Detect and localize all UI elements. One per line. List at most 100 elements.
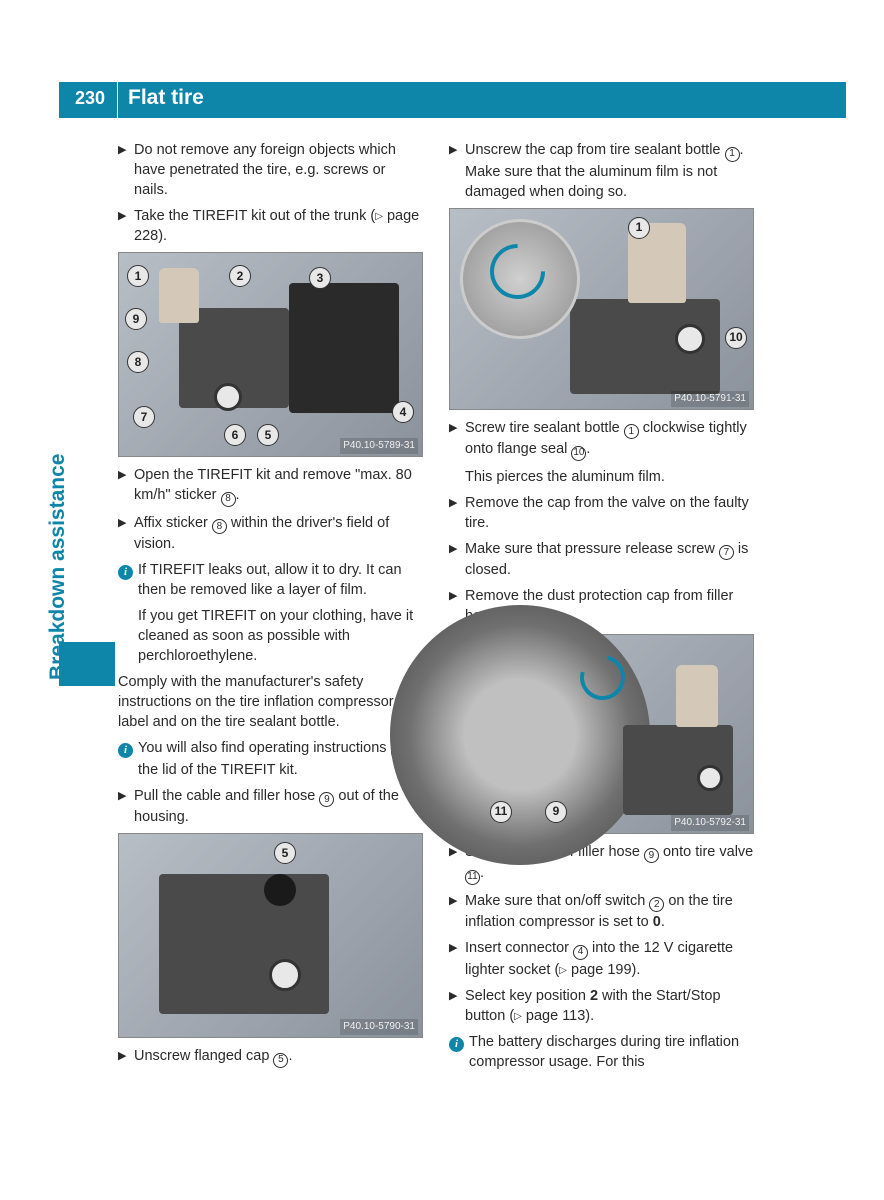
step-item: ▶ Open the TIREFIT kit and remove "max. … (118, 465, 423, 507)
ref-8: 8 (221, 492, 236, 507)
ref-9: 9 (319, 792, 334, 807)
info-icon-wrap: i (449, 1032, 469, 1072)
step-item: ▶ Unscrew flanged cap 5. (118, 1046, 423, 1068)
bullet-icon: ▶ (449, 986, 465, 1026)
ref-8: 8 (212, 519, 227, 534)
callout-8: 8 (127, 351, 149, 373)
right-column: ▶ Unscrew the cap from tire sealant bott… (449, 140, 754, 1078)
figure-caption: P40.10-5789-31 (340, 438, 418, 454)
figure-body (119, 834, 422, 1037)
step-text: Take the TIREFIT kit out of the trunk (▷… (134, 206, 423, 246)
header-divider (117, 82, 118, 118)
figure-hose-valve: 11 9 P40.10-5792-31 (449, 634, 754, 834)
step-text: Remove the cap from the valve on the fau… (465, 493, 754, 533)
figure-bottle-flange: 1 10 P40.10-5791-31 (449, 208, 754, 410)
step-item: ▶ Unscrew the cap from tire sealant bott… (449, 140, 754, 202)
step-text: Unscrew the cap from tire sealant bottle… (465, 140, 754, 202)
step-item: ▶ Affix sticker 8 within the driver's fi… (118, 513, 423, 555)
info-icon: i (118, 743, 133, 758)
figure-body (450, 209, 753, 409)
callout-1: 1 (628, 217, 650, 239)
step-item: ▶ Remove the cap from the valve on the f… (449, 493, 754, 533)
page-title: Flat tire (128, 86, 204, 110)
step-text: Do not remove any foreign objects which … (134, 140, 423, 200)
bullet-icon: ▶ (118, 786, 134, 828)
step-text: Pull the cable and filler hose 9 out of … (134, 786, 423, 828)
info-item: i You will also find operating instructi… (118, 738, 423, 780)
triangle-icon: ▷ (514, 1010, 522, 1024)
step-item: ▶ Do not remove any foreign objects whic… (118, 140, 423, 200)
ref-10: 10 (571, 446, 586, 461)
step-item: ▶ Take the TIREFIT kit out of the trunk … (118, 206, 423, 246)
info-text: The battery discharges during tire infla… (469, 1032, 754, 1072)
step-item: ▶ Make sure that pressure release screw … (449, 539, 754, 581)
bullet-icon: ▶ (118, 465, 134, 507)
step-text: Unscrew flanged cap 5. (134, 1046, 292, 1068)
callout-5: 5 (257, 424, 279, 446)
callout-4: 4 (392, 401, 414, 423)
step-text: Affix sticker 8 within the driver's fiel… (134, 513, 423, 555)
step-item: ▶ Make sure that on/off switch 2 on the … (449, 891, 754, 933)
step-text-cont: This pierces the aluminum film. (465, 467, 754, 487)
bullet-icon: ▶ (449, 140, 465, 202)
info-text: If TIREFIT leaks out, allow it to dry. I… (138, 560, 423, 600)
ref-7: 7 (719, 545, 734, 560)
step-text: Make sure that pressure release screw 7 … (465, 539, 754, 581)
step-text: Make sure that on/off switch 2 on the ti… (465, 891, 754, 933)
triangle-icon: ▷ (559, 964, 567, 978)
callout-10: 10 (725, 327, 747, 349)
callout-9: 9 (125, 308, 147, 330)
figure-caption: P40.10-5792-31 (671, 815, 749, 831)
step-text: Open the TIREFIT kit and remove "max. 80… (134, 465, 423, 507)
figure-caption: P40.10-5791-31 (671, 391, 749, 407)
step-item: ▶ Screw tire sealant bottle 1 clockwise … (449, 418, 754, 461)
bullet-icon: ▶ (449, 539, 465, 581)
ref-4: 4 (573, 945, 588, 960)
bullet-icon: ▶ (449, 493, 465, 533)
callout-2: 2 (229, 265, 251, 287)
bullet-icon: ▶ (449, 891, 465, 933)
figure-tirefit-kit: 1 2 3 4 5 6 7 8 9 P40.10-5789-31 (118, 252, 423, 457)
step-item: ▶ Select key position 2 with the Start/S… (449, 986, 754, 1026)
figure-caption: P40.10-5790-31 (340, 1019, 418, 1035)
bullet-icon: ▶ (118, 206, 134, 246)
step-text: Screw tire sealant bottle 1 clockwise ti… (465, 418, 754, 461)
callout-9: 9 (545, 801, 567, 823)
bullet-icon: ▶ (449, 938, 465, 980)
figure-compressor-cap: 5 P40.10-5790-31 (118, 833, 423, 1038)
step-text: Select key position 2 with the Start/Sto… (465, 986, 754, 1026)
ref-2: 2 (649, 897, 664, 912)
side-block (59, 642, 115, 686)
triangle-icon: ▷ (375, 210, 383, 224)
content-columns: ▶ Do not remove any foreign objects whic… (118, 140, 748, 1078)
info-icon-wrap: i (118, 560, 138, 600)
step-text: Insert connector 4 into the 12 V cigaret… (465, 938, 754, 980)
callout-11: 11 (490, 801, 512, 823)
callout-7: 7 (133, 406, 155, 428)
info-text: You will also find operating instruction… (138, 738, 423, 780)
bullet-icon: ▶ (118, 513, 134, 555)
callout-6: 6 (224, 424, 246, 446)
ref-1: 1 (624, 424, 639, 439)
bullet-icon: ▶ (118, 1046, 134, 1068)
ref-9: 9 (644, 848, 659, 863)
info-icon-wrap: i (118, 738, 138, 780)
callout-1: 1 (127, 265, 149, 287)
info-item: i If TIREFIT leaks out, allow it to dry.… (118, 560, 423, 600)
info-item: i The battery discharges during tire inf… (449, 1032, 754, 1072)
step-item: ▶ Insert connector 4 into the 12 V cigar… (449, 938, 754, 980)
callout-3: 3 (309, 267, 331, 289)
info-icon: i (118, 565, 133, 580)
bullet-icon: ▶ (449, 418, 465, 461)
info-icon: i (449, 1037, 464, 1052)
paragraph: Comply with the manufacturer's safety in… (118, 672, 423, 732)
step-item: ▶ Pull the cable and filler hose 9 out o… (118, 786, 423, 828)
ref-1: 1 (725, 147, 740, 162)
bullet-icon: ▶ (118, 140, 134, 200)
ref-5: 5 (273, 1053, 288, 1068)
ref-11: 11 (465, 870, 480, 885)
left-column: ▶ Do not remove any foreign objects whic… (118, 140, 423, 1078)
callout-5: 5 (274, 842, 296, 864)
page-number: 230 (75, 88, 105, 109)
info-text-cont: If you get TIREFIT on your clothing, hav… (138, 606, 423, 666)
